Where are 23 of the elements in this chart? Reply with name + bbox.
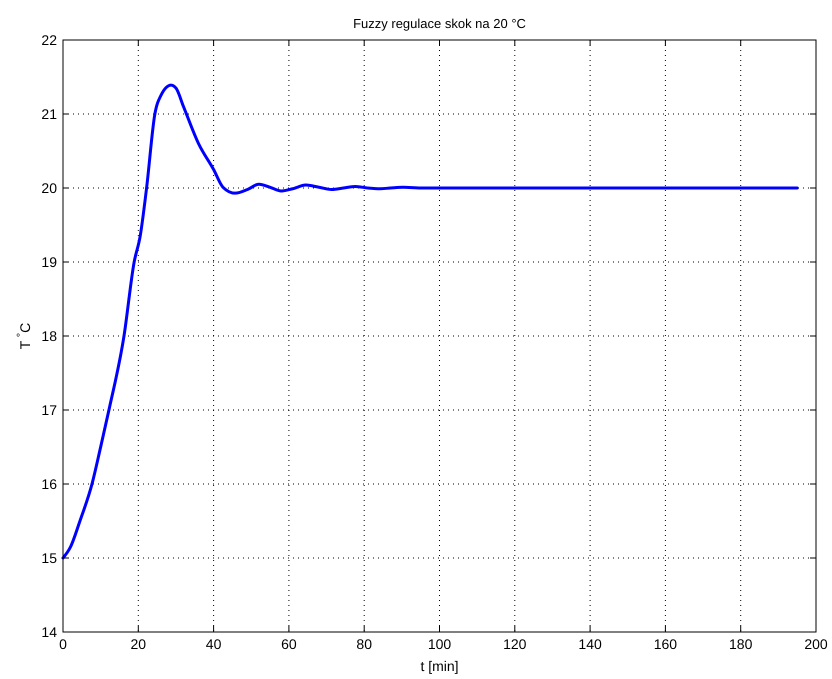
x-tick-label: 40	[206, 636, 222, 652]
x-tick-label: 100	[428, 636, 452, 652]
x-tick-label: 0	[59, 636, 68, 652]
y-tick-label: 15	[41, 550, 58, 566]
x-tick-label: 140	[578, 636, 602, 652]
chart-title: Fuzzy regulace skok na 20 °C	[353, 16, 526, 31]
x-tick-label: 120	[503, 636, 527, 652]
y-tick-label: 19	[41, 254, 58, 270]
y-tick-label: 21	[41, 106, 58, 122]
y-tick-label: 16	[41, 476, 58, 492]
x-tick-label: 60	[281, 636, 297, 652]
line-series	[62, 84, 799, 560]
y-tick-label: 18	[41, 328, 58, 344]
x-tick-label: 160	[654, 636, 678, 652]
x-tick-label: 80	[356, 636, 372, 652]
x-tick-label: 20	[130, 636, 146, 652]
y-tick-label: 14	[41, 624, 58, 640]
x-tick-label: 180	[729, 636, 753, 652]
x-axis-title: t [min]	[420, 658, 459, 674]
x-tick-label: 200	[804, 636, 828, 652]
y-tick-label: 22	[41, 32, 58, 48]
y-tick-label: 20	[41, 180, 58, 196]
y-tick-label: 17	[41, 402, 58, 418]
